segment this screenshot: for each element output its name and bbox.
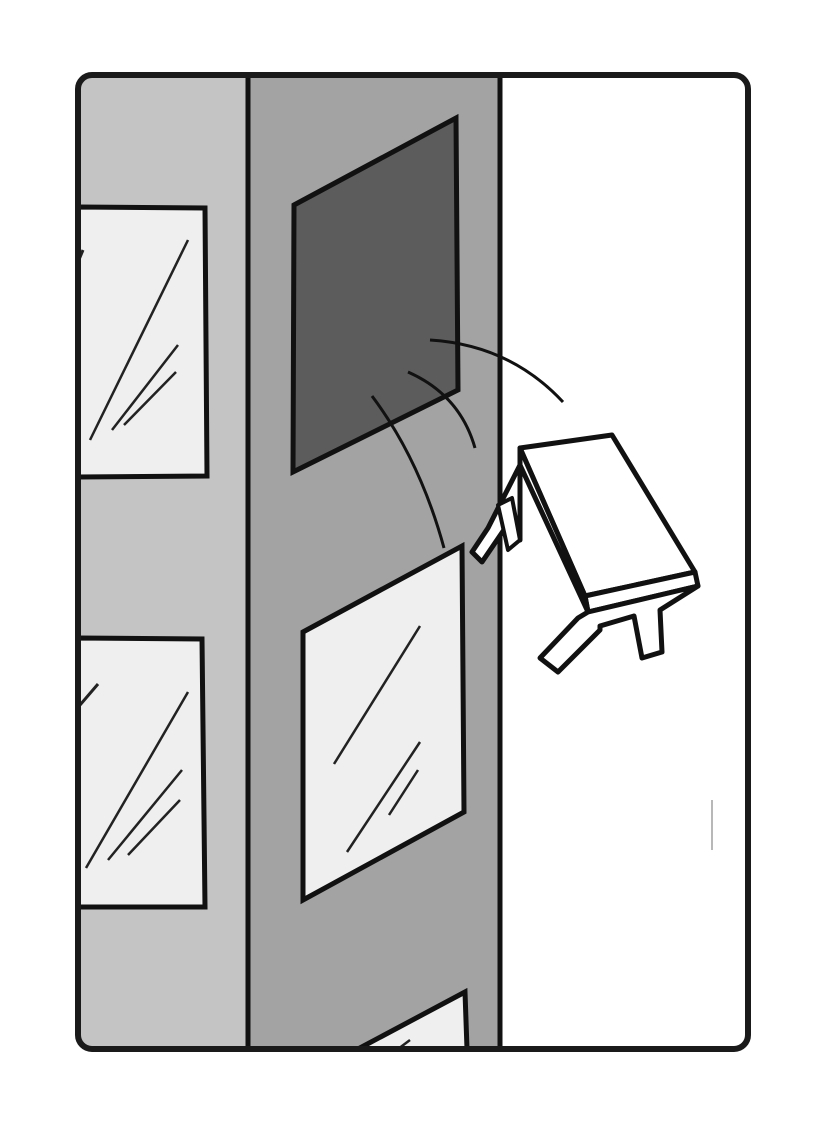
panel-border [75,72,751,1052]
open-window [290,113,461,477]
front-window-middle [300,541,467,905]
chair-icon [469,432,701,675]
motion-lines [370,338,713,850]
side-window-upper [78,204,210,480]
side-window-lower [78,635,208,910]
panel-contents [78,75,748,1049]
